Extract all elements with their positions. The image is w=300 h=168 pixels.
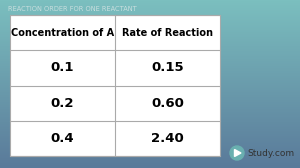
Text: REACTION ORDER FOR ONE REACTANT: REACTION ORDER FOR ONE REACTANT — [8, 6, 137, 12]
Circle shape — [230, 146, 244, 160]
Text: Study.com: Study.com — [247, 149, 294, 158]
Polygon shape — [235, 150, 241, 157]
Text: Concentration of A: Concentration of A — [11, 28, 114, 38]
Text: 0.1: 0.1 — [51, 61, 74, 74]
Text: 0.60: 0.60 — [151, 97, 184, 110]
Text: 2.40: 2.40 — [151, 132, 184, 145]
Text: 0.2: 0.2 — [51, 97, 74, 110]
Bar — [10, 15, 220, 156]
Text: Rate of Reaction: Rate of Reaction — [122, 28, 213, 38]
Text: 0.15: 0.15 — [151, 61, 184, 74]
Text: 0.4: 0.4 — [51, 132, 74, 145]
